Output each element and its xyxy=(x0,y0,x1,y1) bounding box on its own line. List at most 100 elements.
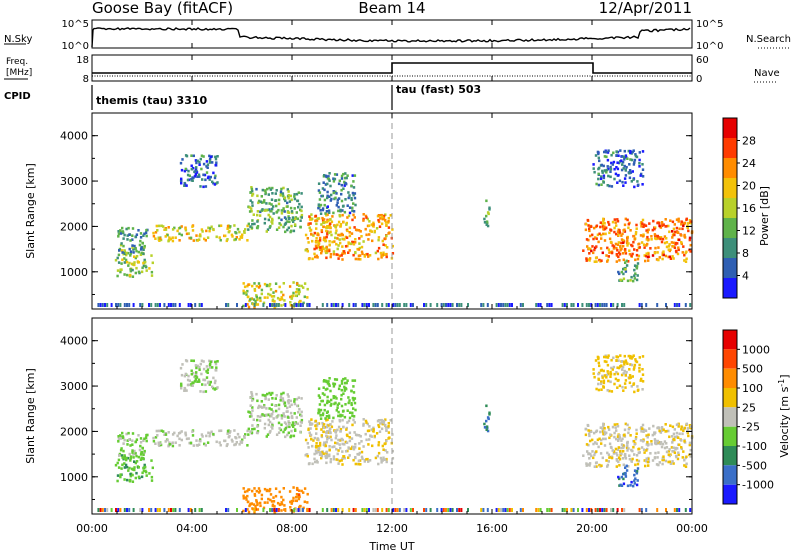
power-cell xyxy=(307,241,310,244)
power-cell xyxy=(246,303,249,306)
velocity-cell xyxy=(351,414,354,418)
colorbar-swatch xyxy=(723,349,737,369)
power-cell xyxy=(257,199,261,203)
colorbar-swatch xyxy=(723,426,737,446)
velocity-cell xyxy=(137,434,140,437)
power-cell xyxy=(682,245,685,248)
power-cell xyxy=(288,220,291,224)
power-cell xyxy=(349,242,353,245)
velocity-cell xyxy=(665,446,669,449)
velocity-cell xyxy=(392,508,395,512)
velocity-cell xyxy=(247,427,250,431)
power-cell xyxy=(348,211,352,215)
power-cell xyxy=(125,251,128,255)
velocity-cell xyxy=(325,425,329,429)
velocity-cell xyxy=(339,446,342,450)
velocity-cell xyxy=(184,433,188,437)
power-cell xyxy=(180,179,183,182)
power-cell xyxy=(609,167,613,171)
power-cell xyxy=(616,161,619,164)
sky-panel: N.Sky 10^5 10^0 10^5 10^0 N.Search xyxy=(4,19,791,52)
velocity-cell xyxy=(144,436,148,440)
velocity-cell xyxy=(126,508,128,512)
power-cell xyxy=(302,301,305,305)
velocity-cell xyxy=(609,433,612,436)
power-cell xyxy=(602,176,606,180)
power-cell xyxy=(607,223,611,226)
velocity-cell xyxy=(208,366,212,369)
velocity-cell xyxy=(345,381,348,385)
velocity-cell xyxy=(667,450,671,453)
velocity-cell xyxy=(300,414,303,418)
power-cell xyxy=(262,303,265,307)
velocity-cell xyxy=(361,508,364,512)
power-cell xyxy=(620,247,623,251)
power-cell xyxy=(620,241,623,245)
velocity-cell xyxy=(123,438,126,442)
velocity-cell xyxy=(615,465,618,468)
velocity-cell xyxy=(171,444,175,448)
power-cell xyxy=(348,303,351,307)
velocity-cell xyxy=(354,508,357,512)
power-cell xyxy=(227,303,230,307)
power-cell xyxy=(211,161,214,164)
power-cell xyxy=(601,251,604,255)
velocity-cell xyxy=(123,508,126,512)
velocity-cell xyxy=(609,375,612,378)
velocity-cell xyxy=(203,442,206,446)
power-cell xyxy=(296,199,299,203)
velocity-cell xyxy=(300,397,303,400)
velocity-cell xyxy=(227,435,230,439)
velocity-cell xyxy=(120,454,124,457)
power-cell xyxy=(291,216,295,219)
power-cell xyxy=(320,248,323,251)
power-cell xyxy=(658,256,661,259)
power-cell xyxy=(324,174,328,178)
velocity-cell xyxy=(347,447,351,450)
power-cell xyxy=(332,303,335,307)
power-cell xyxy=(122,237,125,240)
power-cell xyxy=(621,180,624,184)
velocity-cell xyxy=(591,438,594,442)
velocity-cell xyxy=(643,428,646,432)
power-cell xyxy=(336,247,339,251)
power-cell xyxy=(485,214,488,218)
velocity-cell xyxy=(623,508,626,512)
power-cell xyxy=(631,170,634,173)
power-cell xyxy=(214,157,218,161)
power-cell xyxy=(677,231,680,234)
velocity-cell xyxy=(117,437,121,441)
power-cell xyxy=(326,182,329,186)
power-cell xyxy=(263,282,267,286)
power-cell xyxy=(664,218,667,221)
power-cell xyxy=(340,177,344,180)
velocity-cell xyxy=(289,509,293,512)
velocity-cell xyxy=(606,465,609,468)
power-cell xyxy=(370,223,373,226)
power-cell xyxy=(247,305,251,309)
velocity-cell xyxy=(387,425,390,428)
power-cell xyxy=(300,216,303,219)
velocity-cell xyxy=(271,427,274,430)
velocity-cell xyxy=(684,508,687,512)
power-cell xyxy=(257,286,261,289)
power-cell xyxy=(667,224,670,228)
power-cell xyxy=(271,192,274,195)
velocity-cell xyxy=(337,449,340,452)
power-cell xyxy=(618,252,622,256)
power-cell xyxy=(483,221,487,224)
power-cell xyxy=(189,303,192,307)
power-cell xyxy=(139,239,142,243)
velocity-cell xyxy=(384,423,387,427)
velocity-cell xyxy=(635,483,639,487)
power-cell xyxy=(376,249,379,253)
power-cell xyxy=(638,246,641,249)
velocity-cell xyxy=(641,388,644,391)
velocity-cell xyxy=(381,444,384,448)
power-cell xyxy=(605,155,608,159)
velocity-cell xyxy=(675,455,678,459)
velocity-cell xyxy=(267,497,270,501)
velocity-cell xyxy=(117,466,121,469)
power-cell xyxy=(205,171,209,174)
power-cell xyxy=(329,218,332,221)
